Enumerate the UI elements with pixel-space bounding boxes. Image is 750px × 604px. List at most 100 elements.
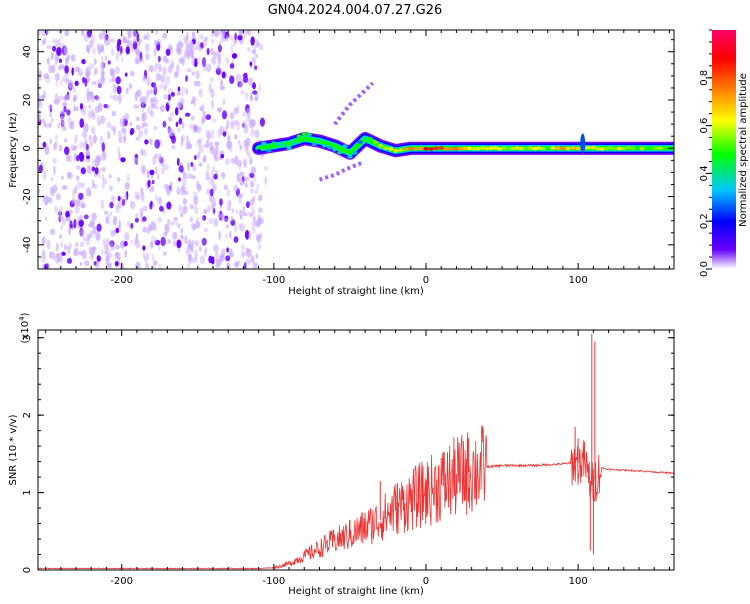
noise-blob — [169, 63, 174, 69]
ridge-point — [428, 147, 434, 151]
noise-blob — [99, 44, 105, 52]
noise-blob — [66, 109, 71, 116]
noise-blob — [157, 153, 162, 161]
noise-blob — [234, 32, 238, 41]
noise-blob — [145, 76, 152, 86]
noise-blob — [246, 112, 251, 119]
noise-blob — [213, 196, 216, 206]
noise-blob — [206, 164, 210, 171]
noise-blob — [54, 205, 58, 214]
noise-blob — [238, 222, 242, 230]
ridge-point — [653, 146, 659, 150]
ridge-point — [492, 146, 499, 150]
noise-blob — [187, 162, 190, 171]
noise-blob — [147, 224, 153, 232]
noise-blob — [192, 96, 198, 102]
noise-blob — [60, 110, 64, 115]
noise-blob — [75, 165, 81, 170]
noise-blob — [209, 141, 213, 152]
noise-blob — [167, 239, 171, 245]
noise-blob — [50, 52, 54, 61]
noise-blob — [242, 157, 248, 168]
noise-blob — [54, 93, 58, 101]
noise-blob — [42, 196, 46, 204]
ridge-point — [398, 148, 404, 152]
ridge-point — [423, 147, 429, 151]
noise-blob — [245, 258, 251, 265]
noise-blob — [249, 119, 255, 129]
noise-blob — [178, 117, 183, 125]
noise-blob — [75, 198, 81, 207]
noise-blob — [239, 179, 244, 187]
noise-blob — [243, 75, 249, 84]
noise-blob — [242, 112, 246, 117]
noise-blob — [228, 205, 232, 211]
noise-blob — [124, 249, 127, 258]
ridge-point — [616, 146, 623, 151]
ridge-point — [536, 146, 542, 150]
noise-blob — [109, 38, 115, 43]
noise-blob — [220, 80, 223, 86]
noise-blob — [178, 57, 184, 64]
noise-blob — [245, 145, 249, 154]
noise-blob — [248, 198, 255, 206]
ridge-point — [296, 134, 302, 139]
noise-blob — [54, 72, 60, 82]
ridge-point — [519, 146, 525, 151]
ridge-point — [322, 143, 328, 148]
y-tick-label: 3 — [22, 335, 33, 341]
noise-blob — [219, 30, 222, 36]
noise-blob — [198, 88, 203, 98]
noise-blob — [65, 216, 71, 222]
noise-blob — [92, 134, 98, 144]
ridge-point — [393, 149, 399, 153]
noise-blob — [196, 56, 201, 64]
noise-blob — [81, 249, 87, 260]
noise-blob — [162, 66, 167, 77]
noise-blob — [170, 221, 175, 226]
noise-blob — [136, 89, 142, 97]
noise-blob — [49, 122, 52, 129]
ridge-point — [433, 146, 439, 151]
snr-plot-area — [38, 330, 674, 570]
noise-blob — [71, 188, 76, 199]
noise-blob — [249, 180, 255, 188]
noise-blob — [50, 177, 54, 182]
noise-blob — [205, 114, 211, 120]
ridge-point — [565, 146, 571, 151]
noise-blob — [206, 48, 210, 56]
noise-blob — [258, 207, 263, 214]
noise-blob — [155, 72, 161, 81]
noise-blob — [142, 150, 147, 157]
ridge-point — [484, 146, 490, 151]
noise-blob — [115, 244, 120, 250]
noise-blob — [226, 201, 231, 212]
noise-blob — [133, 30, 137, 37]
ridge-point — [630, 146, 636, 150]
noise-blob — [41, 253, 46, 260]
noise-blob — [220, 150, 225, 155]
noise-blob — [79, 261, 83, 266]
noise-blob — [95, 231, 101, 241]
noise-blob — [258, 82, 262, 93]
noise-region — [38, 30, 269, 269]
ridge-point — [639, 146, 645, 151]
noise-blob — [94, 67, 98, 76]
noise-blob — [112, 215, 118, 226]
noise-blob — [194, 205, 199, 215]
noise-blob — [136, 194, 140, 201]
noise-blob — [165, 75, 171, 85]
noise-blob — [243, 251, 246, 257]
noise-blob — [113, 126, 116, 136]
noise-blob — [254, 65, 258, 71]
noise-blob — [233, 39, 239, 44]
ridge-point — [448, 147, 454, 151]
noise-blob — [190, 222, 195, 231]
noise-blob — [178, 204, 183, 213]
y-tick-label: 0 — [22, 145, 33, 151]
noise-blob — [97, 78, 103, 88]
noise-blob — [135, 239, 140, 249]
colorbar-gradient — [712, 30, 736, 269]
ridge-point — [471, 147, 477, 151]
